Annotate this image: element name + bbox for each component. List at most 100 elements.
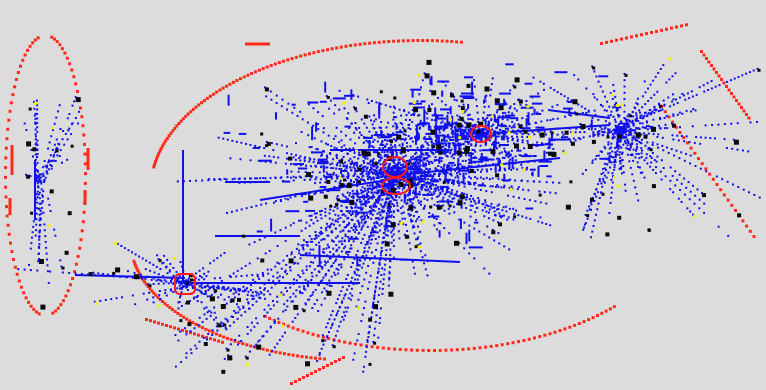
edge-dot: [380, 102, 383, 105]
edge-dot: [207, 179, 210, 182]
boundary-dot: [600, 42, 603, 45]
edge-dot: [68, 127, 71, 130]
edge-dot: [31, 236, 33, 239]
edge-dot: [474, 202, 477, 205]
edge-dot: [36, 201, 39, 204]
edge-dot: [419, 230, 422, 233]
edge-dot: [363, 161, 365, 164]
boundary-dot: [587, 318, 591, 322]
edge-dot: [50, 135, 53, 138]
boundary-dot: [10, 250, 14, 253]
edge-dot: [496, 147, 498, 150]
edge-dot: [407, 194, 410, 197]
edge-dot: [404, 133, 407, 136]
edge-dot: [316, 148, 319, 151]
edge-dot: [512, 125, 515, 128]
edge-dot: [467, 114, 469, 117]
boundary-dot: [421, 348, 425, 352]
edge-dot: [385, 198, 388, 201]
edge-dot: [715, 175, 718, 178]
edge-dot: [213, 318, 216, 321]
edge-dot: [313, 158, 316, 161]
edge-dot: [355, 268, 358, 271]
edge-dot: [315, 216, 317, 219]
edge-dot: [483, 105, 486, 108]
edge-dot: [304, 302, 307, 305]
edge-dot: [348, 212, 351, 214]
edge-dot: [298, 285, 301, 288]
edge-dot: [349, 247, 352, 250]
edge-dot: [601, 105, 604, 108]
edge-dot: [320, 230, 323, 233]
edge-dot: [39, 217, 42, 220]
edge-dot: [381, 151, 384, 154]
boundary-dot: [511, 341, 515, 345]
edge-dot: [449, 152, 452, 155]
edge-dot: [360, 241, 363, 244]
edge-dot: [389, 170, 392, 173]
edge-dot: [290, 170, 293, 173]
edge-dot: [366, 211, 369, 214]
edge-dot: [230, 210, 233, 213]
edge-dot: [397, 159, 400, 162]
edge-dot: [379, 214, 382, 217]
edge-dot: [197, 278, 200, 281]
edge-dot: [385, 233, 388, 236]
edge-dot: [286, 157, 288, 160]
edge-dot: [382, 283, 385, 286]
edge-dot: [491, 143, 494, 146]
edge-dot: [601, 150, 603, 153]
edge-dot: [501, 130, 504, 132]
edge-dot: [335, 153, 338, 156]
edge-dot: [208, 178, 211, 181]
edge-dot: [351, 160, 354, 163]
edge-dot: [598, 178, 601, 180]
boundary-dot: [506, 342, 510, 346]
edge-dot: [516, 119, 519, 121]
edge-dot: [484, 100, 487, 103]
boundary-dot: [660, 28, 663, 32]
edge-dot: [360, 228, 363, 231]
edge-dot: [420, 170, 423, 172]
edge-dot: [274, 176, 277, 179]
boundary-dot: [299, 54, 303, 58]
boundary-dot: [461, 347, 465, 351]
edge-dot: [416, 162, 419, 164]
edge-dot: [364, 221, 367, 224]
edge-dot: [388, 194, 391, 197]
edge-dot: [165, 266, 167, 269]
edge-dot: [212, 284, 215, 287]
edge-dot: [378, 322, 381, 324]
edge-dot: [229, 157, 232, 160]
edge-dot: [321, 266, 324, 269]
edge-dot: [172, 274, 175, 277]
edge-dot: [563, 95, 566, 98]
edge-dot: [263, 283, 266, 286]
edge-dot: [509, 178, 512, 181]
edge-dot: [362, 212, 365, 215]
boundary-dot: [620, 37, 623, 41]
edge-dot: [366, 188, 369, 191]
edge-dot: [236, 269, 239, 272]
edge-dot: [619, 156, 622, 159]
edge-dot: [389, 260, 392, 263]
edge-dot: [77, 122, 79, 125]
edge-dot: [158, 290, 161, 292]
edge-dot: [379, 317, 382, 320]
edge-dot: [298, 157, 301, 159]
edge-dot: [357, 95, 360, 98]
edge-dot: [409, 175, 412, 178]
edge-dot: [240, 275, 243, 277]
edge-dot: [342, 318, 345, 321]
edge-dot: [448, 212, 451, 215]
edge-dot: [354, 202, 357, 205]
boundary-dot: [306, 374, 309, 377]
edge-dot: [276, 271, 279, 274]
edge-dot: [43, 223, 46, 226]
edge-dot: [436, 201, 439, 203]
edge-dot: [39, 176, 42, 179]
edge-dot: [172, 291, 175, 294]
edge-dot: [511, 120, 514, 123]
